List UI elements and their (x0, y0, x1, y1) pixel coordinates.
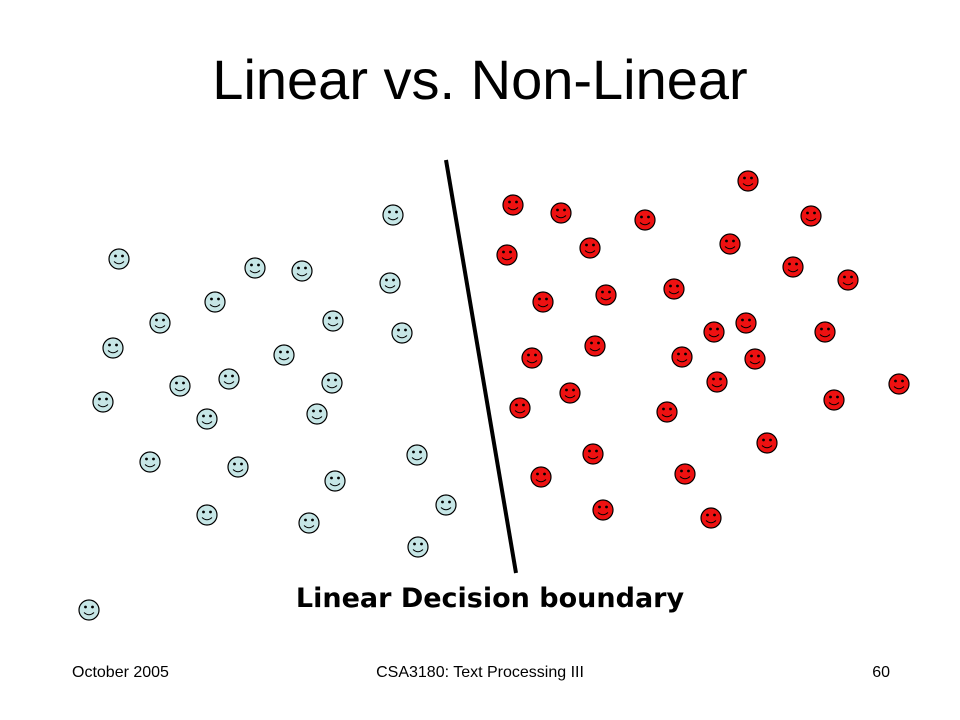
slide-title: Linear vs. Non-Linear (212, 48, 748, 111)
class-b-smiley-icon (735, 312, 757, 334)
class-b-smiley-icon (595, 284, 617, 306)
footer-course: CSA3180: Text Processing III (376, 664, 584, 681)
class-a-smiley-icon (391, 322, 413, 344)
class-a-smiley-icon (218, 368, 240, 390)
class-a-smiley-icon (406, 444, 428, 466)
class-b-smiley-icon (532, 291, 554, 313)
class-b-smiley-icon (559, 382, 581, 404)
class-a-points (78, 204, 457, 621)
class-a-smiley-icon (169, 375, 191, 397)
class-b-smiley-icon (521, 347, 543, 369)
class-a-smiley-icon (291, 260, 313, 282)
class-a-smiley-icon (92, 391, 114, 413)
class-b-smiley-icon (671, 346, 693, 368)
class-a-smiley-icon (108, 248, 130, 270)
class-b-smiley-icon (744, 348, 766, 370)
class-b-points (496, 170, 910, 529)
boundary-caption: Linear Decision boundary (295, 583, 685, 614)
class-b-smiley-icon (509, 397, 531, 419)
class-a-smiley-icon (306, 403, 328, 425)
class-b-smiley-icon (703, 321, 725, 343)
class-a-smiley-icon (379, 272, 401, 294)
slide-number: 60 (872, 664, 890, 681)
class-b-smiley-icon (800, 205, 822, 227)
class-a-smiley-icon (102, 337, 124, 359)
class-a-smiley-icon (204, 291, 226, 313)
class-b-smiley-icon (674, 463, 696, 485)
class-a-smiley-icon (298, 512, 320, 534)
class-b-smiley-icon (823, 389, 845, 411)
class-a-smiley-icon (273, 344, 295, 366)
class-b-smiley-icon (782, 256, 804, 278)
class-a-smiley-icon (244, 257, 266, 279)
class-a-smiley-icon (227, 456, 249, 478)
class-b-smiley-icon (656, 401, 678, 423)
class-b-smiley-icon (737, 170, 759, 192)
class-b-smiley-icon (837, 269, 859, 291)
decision-boundary-line (444, 159, 518, 574)
class-a-smiley-icon (322, 310, 344, 332)
class-b-smiley-icon (584, 335, 606, 357)
class-b-smiley-icon (502, 194, 524, 216)
class-b-smiley-icon (634, 209, 656, 231)
class-b-smiley-icon (888, 373, 910, 395)
class-b-smiley-icon (550, 202, 572, 224)
class-b-smiley-icon (700, 507, 722, 529)
class-a-smiley-icon (196, 504, 218, 526)
class-b-smiley-icon (663, 278, 685, 300)
class-b-smiley-icon (719, 233, 741, 255)
class-a-smiley-icon (139, 451, 161, 473)
class-a-smiley-icon (149, 312, 171, 334)
class-a-smiley-icon (196, 408, 218, 430)
class-a-smiley-icon (78, 599, 100, 621)
class-a-smiley-icon (382, 204, 404, 226)
class-b-smiley-icon (579, 237, 601, 259)
class-b-smiley-icon (756, 432, 778, 454)
class-a-smiley-icon (435, 494, 457, 516)
class-a-smiley-icon (407, 536, 429, 558)
class-b-smiley-icon (814, 321, 836, 343)
footer-date: October 2005 (72, 664, 169, 681)
class-a-smiley-icon (324, 470, 346, 492)
class-b-smiley-icon (496, 244, 518, 266)
class-b-smiley-icon (592, 499, 614, 521)
class-b-smiley-icon (706, 371, 728, 393)
class-a-smiley-icon (321, 372, 343, 394)
class-b-smiley-icon (530, 466, 552, 488)
class-b-smiley-icon (582, 443, 604, 465)
